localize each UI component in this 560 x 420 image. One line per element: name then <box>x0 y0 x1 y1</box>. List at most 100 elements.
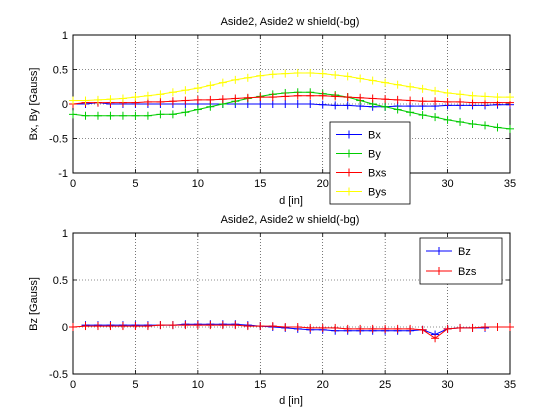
data-point-bx <box>331 101 340 110</box>
y-tick-label: 0 <box>62 322 68 334</box>
data-point-bzs <box>481 323 490 331</box>
data-point-bys <box>193 84 202 93</box>
y-tick-label: 0.5 <box>53 65 68 77</box>
data-point-by <box>143 111 152 120</box>
legend-entry-bx: Bx <box>336 130 381 142</box>
data-point-bxs <box>468 98 477 107</box>
data-point-bxs <box>431 97 440 106</box>
data-point-by <box>81 111 90 120</box>
data-point-bzs <box>343 324 352 333</box>
data-point-by <box>168 110 177 119</box>
data-point-bys <box>306 68 315 77</box>
data-point-bys <box>168 88 177 97</box>
chart-bottom-x-ticks: 0 5 10 15 20 25 30 35 <box>70 233 516 391</box>
data-point-bys <box>368 76 377 85</box>
data-point-bys <box>143 91 152 100</box>
chart-bottom-title: Aside2, Aside2 w shield(-bg) <box>221 214 360 226</box>
data-point-bys <box>331 71 340 80</box>
y-tick-label: 0 <box>62 99 68 111</box>
data-point-bzs <box>281 323 290 331</box>
chart-bottom: Aside2, Aside2 w shield(-bg) 0 5 10 15 20 25 3… <box>28 214 516 407</box>
data-point-bys <box>456 90 465 99</box>
x-tick-label: 10 <box>192 379 204 391</box>
x-tick-label: 15 <box>254 178 266 190</box>
data-point-bxs <box>156 97 165 106</box>
data-point-bxs <box>318 91 327 100</box>
data-point-by <box>69 110 77 119</box>
data-point-by <box>106 111 115 120</box>
data-point-bys <box>106 95 115 104</box>
data-point-bxs <box>281 92 290 101</box>
data-point-bzs <box>443 324 452 333</box>
data-point-by <box>393 105 402 114</box>
data-point-bys <box>268 70 277 79</box>
y-tick-label: -0.5 <box>49 369 68 381</box>
data-point-bzs <box>318 323 327 332</box>
data-point-by <box>118 111 127 120</box>
data-point-bzs <box>181 321 190 330</box>
chart-bottom-x-axis-label: d [in] <box>279 395 303 407</box>
data-point-bx <box>256 100 265 108</box>
x-tick-label: 25 <box>379 379 391 391</box>
x-tick-label: 0 <box>70 379 76 391</box>
data-point-bys <box>256 71 265 80</box>
x-tick-label: 35 <box>504 178 516 190</box>
data-point-bxs <box>381 95 390 104</box>
data-point-by <box>443 115 452 124</box>
data-point-bxs <box>406 96 415 105</box>
data-point-bys <box>343 72 352 81</box>
data-point-by <box>181 108 190 117</box>
data-point-bys <box>418 84 427 93</box>
data-point-bys <box>493 93 502 102</box>
chart-top-y-ticks: -1 -0.5 0 0.5 1 <box>49 30 510 180</box>
data-point-bx <box>293 100 302 108</box>
data-point-bxs <box>393 95 402 104</box>
data-point-bys <box>231 75 240 84</box>
chart-bottom-legend: Bz Bzs <box>419 237 503 285</box>
data-point-bzs <box>231 321 240 330</box>
data-point-bxs <box>268 93 277 102</box>
data-point-by <box>93 111 102 120</box>
legend-box <box>329 121 411 205</box>
data-point-bxs <box>168 97 177 106</box>
data-point-bzs <box>256 322 265 331</box>
y-tick-label: 1 <box>62 30 68 42</box>
data-point-bys <box>406 82 415 91</box>
x-tick-label: 30 <box>441 379 453 391</box>
x-tick-label: 35 <box>504 379 516 391</box>
data-point-bys <box>69 96 77 105</box>
data-point-by <box>468 120 477 129</box>
y-tick-label: 1 <box>62 228 68 240</box>
data-point-bys <box>206 81 215 90</box>
data-point-bys <box>293 68 302 77</box>
data-point-bx <box>343 101 352 110</box>
data-point-bzs <box>293 323 302 331</box>
data-point-bzs <box>331 323 340 332</box>
data-point-bxs <box>206 95 215 104</box>
data-point-bzs <box>243 322 252 331</box>
data-point-by <box>456 117 465 126</box>
data-point-bys <box>381 78 390 87</box>
chart-top-y-axis-label: Bx, By [Gauss] <box>28 68 40 141</box>
chart-bottom-grid <box>72 232 511 375</box>
x-tick-label: 20 <box>317 379 329 391</box>
data-point-bys <box>318 69 327 78</box>
data-point-bys <box>118 94 127 103</box>
data-point-bys <box>481 92 490 101</box>
data-point-bxs <box>443 97 452 106</box>
data-point-bzs <box>456 323 465 332</box>
data-point-bzs <box>381 324 390 333</box>
data-point-bzs <box>69 323 77 331</box>
data-point-bxs <box>256 93 265 102</box>
data-point-bx <box>268 100 277 108</box>
x-tick-label: 5 <box>132 178 138 190</box>
legend-entry-bys: Bys <box>336 187 387 199</box>
chart-bottom-series <box>69 320 514 343</box>
x-tick-label: 20 <box>317 178 329 190</box>
data-point-by <box>481 121 490 130</box>
data-point-bys <box>431 86 440 95</box>
legend-label-bxs: Bxs <box>368 168 387 180</box>
data-point-bzs <box>156 321 165 330</box>
data-point-bzs <box>393 324 402 333</box>
